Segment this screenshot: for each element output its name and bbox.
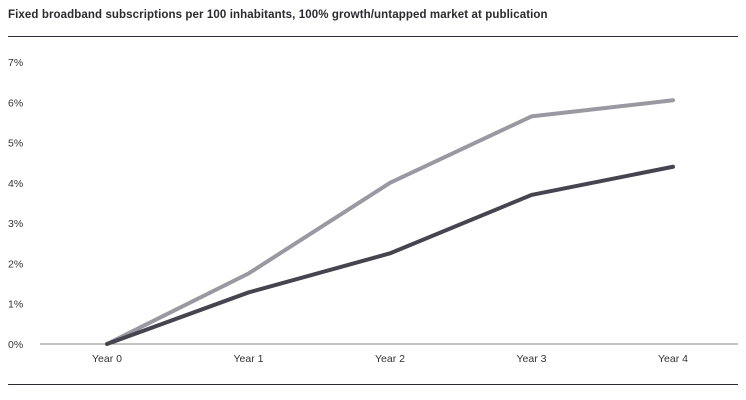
x-tick-label: Year 0 bbox=[92, 353, 122, 365]
y-tick-label: 4% bbox=[8, 178, 23, 190]
y-tick-label: 0% bbox=[8, 339, 23, 351]
chart-title: Fixed broadband subscriptions per 100 in… bbox=[8, 9, 548, 21]
y-tick-label: 5% bbox=[8, 138, 23, 150]
bottom-divider bbox=[8, 384, 738, 385]
y-tick-label: 7% bbox=[8, 57, 23, 69]
x-tick-label: Year 3 bbox=[517, 353, 547, 365]
title-divider bbox=[8, 36, 738, 37]
y-tick-label: 3% bbox=[8, 218, 23, 230]
x-tick-label: Year 2 bbox=[375, 353, 405, 365]
series-line-1 bbox=[105, 98, 675, 346]
y-axis-ticks: 0% 1% 2% 3% 4% 5% 6% 7% bbox=[8, 57, 23, 351]
y-tick-label: 1% bbox=[8, 299, 23, 311]
series-layer bbox=[105, 98, 675, 346]
y-tick-label: 6% bbox=[8, 97, 23, 109]
series-line-2 bbox=[105, 164, 675, 346]
y-tick-label: 2% bbox=[8, 258, 23, 270]
x-tick-label: Year 1 bbox=[234, 353, 264, 365]
x-tick-label: Year 4 bbox=[658, 353, 688, 365]
x-axis-ticks: Year 0 Year 1 Year 2 Year 3 Year 4 bbox=[92, 353, 688, 365]
